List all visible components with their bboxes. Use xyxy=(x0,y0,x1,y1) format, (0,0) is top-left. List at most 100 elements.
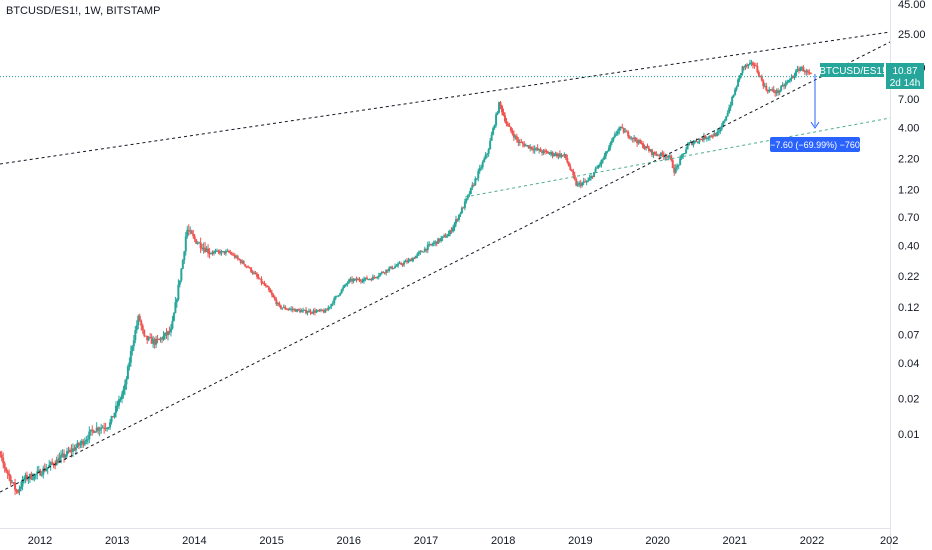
candle-body xyxy=(297,309,300,311)
candle-body xyxy=(705,138,708,140)
price-tag-background xyxy=(886,63,924,89)
candle-body xyxy=(328,306,331,308)
candle-body xyxy=(126,366,129,379)
candle-body xyxy=(177,284,180,300)
candle-body xyxy=(55,459,58,466)
candle-body xyxy=(257,276,260,279)
candle-body xyxy=(647,148,650,151)
candle-body xyxy=(276,302,279,305)
candle-body xyxy=(331,303,334,305)
y-tick-label: 1.20 xyxy=(898,184,919,196)
candle-body xyxy=(487,149,490,154)
candle-body xyxy=(212,251,215,254)
candle-body xyxy=(692,142,695,145)
candle-body xyxy=(723,120,726,122)
candle-body xyxy=(731,97,734,106)
candle-body xyxy=(392,268,395,270)
candle-body xyxy=(603,155,606,160)
candle-body xyxy=(279,305,282,309)
candle-body xyxy=(202,247,205,250)
candle-body xyxy=(533,148,536,151)
candle-body xyxy=(532,149,535,151)
candle-body xyxy=(728,107,731,113)
candle-body xyxy=(640,143,643,145)
candle-body xyxy=(97,427,100,431)
candle-body xyxy=(499,102,502,106)
candle-body xyxy=(495,114,498,126)
measure-label[interactable]: −7.60 (−69.99%) −760 xyxy=(770,137,860,152)
candle-body xyxy=(351,278,354,282)
candle-body xyxy=(624,131,627,133)
candle-body xyxy=(679,158,682,165)
candle-body xyxy=(267,287,270,291)
candle-body xyxy=(475,178,478,180)
candle-body xyxy=(76,442,79,448)
candle-body xyxy=(239,259,242,263)
candle-body xyxy=(454,219,457,224)
candle-body xyxy=(784,83,787,87)
candle-body xyxy=(774,91,777,94)
candle-body xyxy=(359,280,362,282)
candle-body xyxy=(444,235,447,238)
candle-body xyxy=(538,149,541,151)
candle-body xyxy=(557,153,560,157)
candle-body xyxy=(793,75,796,78)
candle-body xyxy=(355,278,358,281)
candle-body xyxy=(377,275,380,277)
candle-body xyxy=(342,287,345,290)
candle-body xyxy=(187,229,190,232)
candle-body xyxy=(248,267,251,269)
candle-body xyxy=(208,253,211,255)
candle-body xyxy=(128,362,131,367)
candle-body xyxy=(296,309,299,312)
candle-body xyxy=(518,141,521,143)
candle-body xyxy=(162,335,165,340)
candle-body xyxy=(756,66,759,73)
candle-body xyxy=(579,182,582,186)
candle-body xyxy=(545,150,548,152)
candle-body xyxy=(46,467,49,470)
candle-body xyxy=(676,165,679,168)
candle-body xyxy=(232,254,235,256)
candle-body xyxy=(763,85,766,87)
candle-body xyxy=(37,470,40,472)
candle-body xyxy=(207,248,210,254)
price-label[interactable]: BTCUSD/ES1! 10.87 2d 14h xyxy=(819,63,924,89)
candle-body xyxy=(511,130,514,134)
x-axis[interactable]: 2012 2013 2014 2015 2016 2017 2018 2019 2020 2021… xyxy=(0,0,898,550)
candle-body xyxy=(622,128,625,133)
candle-body xyxy=(512,133,515,138)
candle-body xyxy=(233,254,236,258)
candle-body xyxy=(527,145,530,149)
candle-body xyxy=(380,271,383,274)
candle-body xyxy=(403,262,406,265)
candle-body xyxy=(570,169,573,171)
candle-body xyxy=(477,171,480,179)
candle-body xyxy=(299,310,302,313)
candle-body xyxy=(166,331,169,336)
candle-body xyxy=(480,167,483,169)
candle-body xyxy=(123,384,126,390)
candle-body xyxy=(199,242,202,249)
candle-body xyxy=(98,429,101,431)
candle-body xyxy=(753,64,756,66)
candle-body xyxy=(357,279,360,281)
candle-body xyxy=(434,241,437,243)
candle-body xyxy=(503,115,506,122)
candle-body xyxy=(95,427,98,432)
candle-body xyxy=(802,67,805,72)
candle-body xyxy=(63,453,66,458)
candle-body xyxy=(759,76,762,78)
candle-body xyxy=(333,298,336,304)
candle-body xyxy=(652,152,655,155)
lower-trendline xyxy=(0,41,891,493)
candle-body xyxy=(771,89,774,91)
candle-body xyxy=(308,310,311,313)
candle-body xyxy=(264,285,267,287)
candle-body xyxy=(288,308,291,310)
candle-body xyxy=(799,67,802,71)
candle-body xyxy=(193,236,196,240)
candle-body xyxy=(64,455,67,458)
